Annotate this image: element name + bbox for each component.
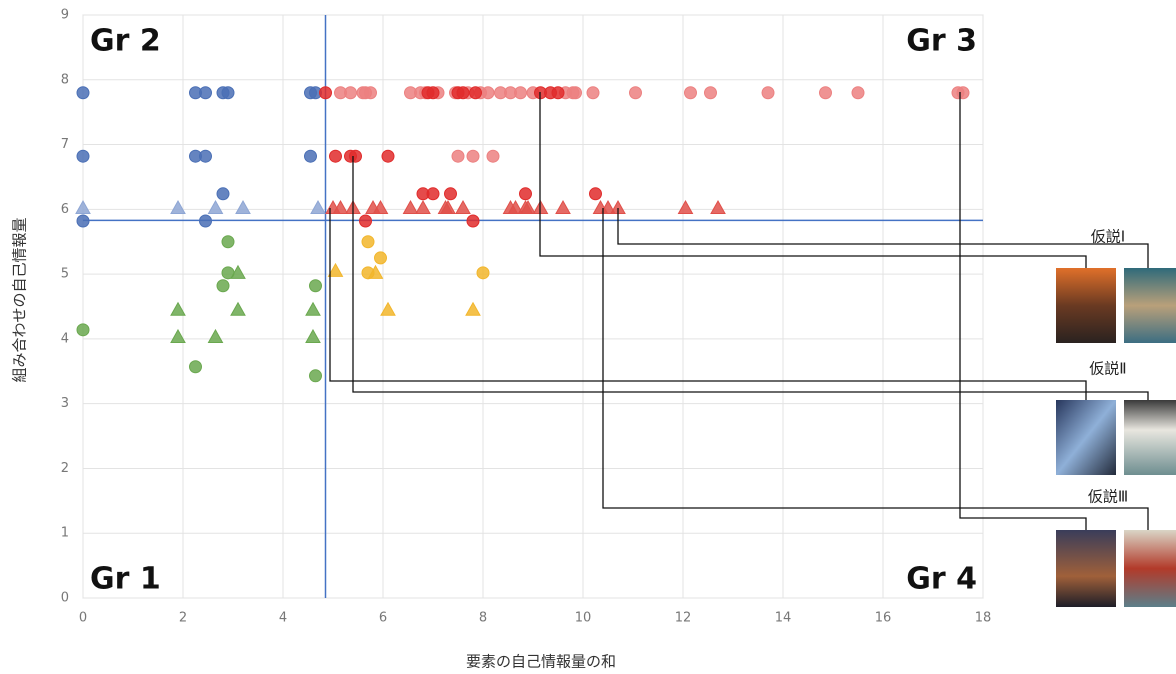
artwork xyxy=(1056,268,1116,343)
point xyxy=(77,87,89,99)
point xyxy=(470,87,482,99)
point xyxy=(762,87,774,99)
hypothesis-label: 仮説Ⅰ xyxy=(1091,228,1125,246)
point xyxy=(630,87,642,99)
artwork xyxy=(1124,400,1176,475)
artwork xyxy=(1056,400,1116,475)
quadrant-label: Gr 4 xyxy=(906,562,977,597)
y-tick-label: 5 xyxy=(61,267,69,282)
x-tick-label: 14 xyxy=(775,611,792,626)
hypothesis-label: 仮説Ⅲ xyxy=(1088,488,1128,506)
point xyxy=(382,150,394,162)
y-tick-label: 9 xyxy=(61,8,69,23)
y-tick-label: 0 xyxy=(61,591,69,606)
point xyxy=(590,188,602,200)
x-tick-label: 10 xyxy=(575,611,592,626)
y-tick-label: 2 xyxy=(61,461,69,476)
point xyxy=(520,188,532,200)
point xyxy=(445,188,457,200)
point xyxy=(350,150,362,162)
point xyxy=(330,150,342,162)
point xyxy=(477,267,489,279)
y-tick-label: 6 xyxy=(61,202,69,217)
point xyxy=(77,215,89,227)
point xyxy=(482,87,494,99)
point xyxy=(852,87,864,99)
artwork xyxy=(1124,530,1176,607)
x-tick-label: 4 xyxy=(279,611,287,626)
y-tick-label: 1 xyxy=(61,526,69,541)
y-tick-label: 8 xyxy=(61,72,69,87)
point xyxy=(467,150,479,162)
point xyxy=(222,87,234,99)
point xyxy=(587,87,599,99)
hypothesis-label: 仮説Ⅱ xyxy=(1089,360,1126,378)
x-tick-label: 12 xyxy=(675,611,692,626)
y-tick-label: 7 xyxy=(61,137,69,152)
point xyxy=(427,87,439,99)
quadrant-label: Gr 2 xyxy=(90,24,161,59)
y-axis-title: 組み合わせの自己情報量 xyxy=(11,217,29,382)
point xyxy=(77,324,89,336)
point xyxy=(570,87,582,99)
point xyxy=(957,87,969,99)
point xyxy=(222,236,234,248)
artwork xyxy=(1056,530,1116,607)
point xyxy=(457,87,469,99)
point xyxy=(310,280,322,292)
point xyxy=(487,150,499,162)
point xyxy=(200,150,212,162)
y-tick-label: 4 xyxy=(61,331,69,346)
point xyxy=(515,87,527,99)
point xyxy=(200,87,212,99)
point xyxy=(820,87,832,99)
point xyxy=(217,188,229,200)
x-axis-title: 要素の自己情報量の和 xyxy=(466,653,616,671)
point xyxy=(365,87,377,99)
artworks xyxy=(1056,268,1176,607)
x-tick-label: 0 xyxy=(79,611,87,626)
quadrant-label: Gr 1 xyxy=(90,562,161,597)
point xyxy=(345,87,357,99)
point xyxy=(467,215,479,227)
artwork xyxy=(1124,268,1176,343)
point xyxy=(310,370,322,382)
point xyxy=(552,87,564,99)
point xyxy=(705,87,717,99)
point xyxy=(452,150,464,162)
point xyxy=(685,87,697,99)
y-tick-label: 3 xyxy=(61,396,69,411)
point xyxy=(200,215,212,227)
x-tick-label: 6 xyxy=(379,611,387,626)
x-tick-label: 2 xyxy=(179,611,187,626)
point xyxy=(360,215,372,227)
point xyxy=(427,188,439,200)
x-tick-label: 8 xyxy=(479,611,487,626)
point xyxy=(362,236,374,248)
chart: 0246810121416180123456789 仮説Ⅰ 仮説Ⅱ 仮説Ⅲ Gr… xyxy=(0,0,1176,674)
point xyxy=(375,252,387,264)
point xyxy=(190,361,202,373)
x-tick-label: 18 xyxy=(975,611,992,626)
x-tick-label: 16 xyxy=(875,611,892,626)
point xyxy=(305,150,317,162)
plot-area xyxy=(83,15,983,598)
point xyxy=(77,150,89,162)
point xyxy=(320,87,332,99)
quadrant-label: Gr 3 xyxy=(906,24,977,59)
point xyxy=(217,280,229,292)
